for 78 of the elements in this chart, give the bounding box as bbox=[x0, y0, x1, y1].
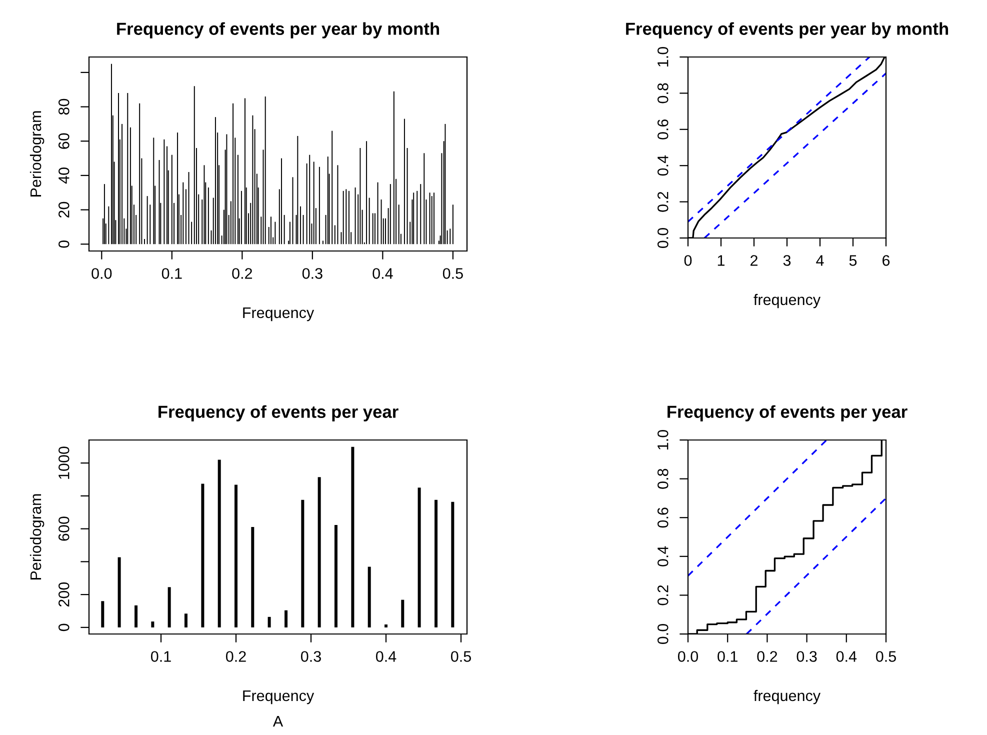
y-tick-label: 80 bbox=[58, 98, 70, 115]
chart-title: Frequency of events per year by month bbox=[626, 22, 948, 38]
x-tick-label: 0.5 bbox=[442, 268, 463, 279]
x-tick-label: 0.3 bbox=[300, 651, 321, 662]
y-tick-label: 0.4 bbox=[657, 155, 668, 176]
x-tick-label: 2 bbox=[750, 255, 758, 266]
y-axis-title: Periodogram bbox=[30, 494, 44, 580]
y-tick-label: 0.2 bbox=[657, 585, 668, 606]
bar bbox=[201, 484, 204, 628]
x-tick-label: 0.5 bbox=[876, 651, 896, 662]
bar bbox=[301, 500, 304, 628]
chart-title: Frequency of events per year bbox=[668, 405, 908, 422]
x-tick-label: 0.0 bbox=[678, 651, 698, 662]
y-tick-label: 20 bbox=[58, 202, 70, 218]
bar bbox=[234, 484, 238, 628]
y-tick-label: 0 bbox=[58, 240, 70, 248]
y-tick-label: 0.8 bbox=[657, 468, 668, 489]
x-axis-title: frequency bbox=[754, 690, 821, 704]
x-axis-title: frequency bbox=[754, 294, 821, 308]
chart-title: Frequency of events per year by month bbox=[117, 22, 440, 38]
bar bbox=[351, 446, 354, 628]
x-tick-label: 5 bbox=[849, 255, 857, 266]
x-tick-label: 0.2 bbox=[232, 268, 252, 279]
x-tick-label: 1 bbox=[718, 255, 725, 266]
bar bbox=[184, 614, 188, 628]
bar bbox=[118, 557, 121, 628]
bar bbox=[318, 477, 321, 628]
x-tick-label: 0.1 bbox=[162, 268, 182, 279]
x-tick-label: 3 bbox=[783, 255, 791, 266]
bar bbox=[334, 525, 338, 628]
bar bbox=[134, 605, 138, 628]
bar bbox=[401, 600, 404, 628]
y-tick-label: 600 bbox=[58, 516, 70, 541]
bar bbox=[251, 526, 254, 628]
bar bbox=[218, 460, 221, 628]
y-tick-label: 0.6 bbox=[657, 119, 668, 140]
y-tick-label: 0.0 bbox=[657, 228, 668, 248]
bar bbox=[284, 610, 288, 628]
x-tick-label: 6 bbox=[882, 255, 890, 266]
y-tick-label: 1000 bbox=[58, 446, 70, 479]
bar bbox=[384, 624, 388, 628]
bar bbox=[151, 622, 154, 628]
y-tick-label: 0.2 bbox=[657, 192, 668, 212]
x-axis-title: Frequency bbox=[243, 690, 314, 704]
y-tick-label: 0 bbox=[58, 624, 70, 632]
x-tick-label: 0.3 bbox=[796, 651, 817, 662]
x-tick-label: 0.3 bbox=[302, 268, 322, 279]
x-tick-label: 0.1 bbox=[718, 651, 738, 662]
x-tick-label: 0.4 bbox=[372, 268, 393, 279]
x-tick-label: 0.4 bbox=[836, 651, 857, 662]
y-tick-label: 200 bbox=[58, 582, 70, 607]
text: A bbox=[272, 716, 284, 727]
y-tick-label: 1.0 bbox=[657, 430, 668, 450]
x-tick-label: 0.4 bbox=[376, 651, 396, 662]
x-axis-title: Frequency bbox=[243, 307, 314, 322]
x-tick-label: 4 bbox=[816, 255, 824, 266]
bar bbox=[101, 601, 104, 628]
x-tick-label: 0.2 bbox=[226, 651, 246, 662]
y-tick-label: 0.6 bbox=[657, 508, 668, 528]
y-tick-label: 1.0 bbox=[657, 46, 668, 66]
bar bbox=[434, 500, 438, 628]
y-tick-label: 40 bbox=[58, 168, 70, 184]
y-tick-label: 60 bbox=[58, 133, 70, 149]
chart-title: Frequency of events per year bbox=[158, 405, 398, 422]
y-axis-title: Periodogram bbox=[30, 111, 44, 196]
x-tick-label: 0.2 bbox=[757, 651, 778, 662]
x-tick-label: 0.1 bbox=[150, 651, 171, 662]
bar bbox=[168, 587, 171, 628]
bar bbox=[418, 488, 421, 628]
x-tick-label: 0.5 bbox=[450, 651, 471, 662]
y-tick-label: 0.0 bbox=[657, 624, 668, 644]
y-tick-label: 0.4 bbox=[657, 546, 668, 566]
bar bbox=[268, 616, 271, 628]
x-tick-label: 0.0 bbox=[92, 268, 112, 279]
x-tick-label: 0 bbox=[684, 255, 692, 266]
bar bbox=[451, 502, 454, 628]
bar bbox=[368, 566, 371, 628]
y-tick-label: 0.8 bbox=[657, 83, 668, 104]
